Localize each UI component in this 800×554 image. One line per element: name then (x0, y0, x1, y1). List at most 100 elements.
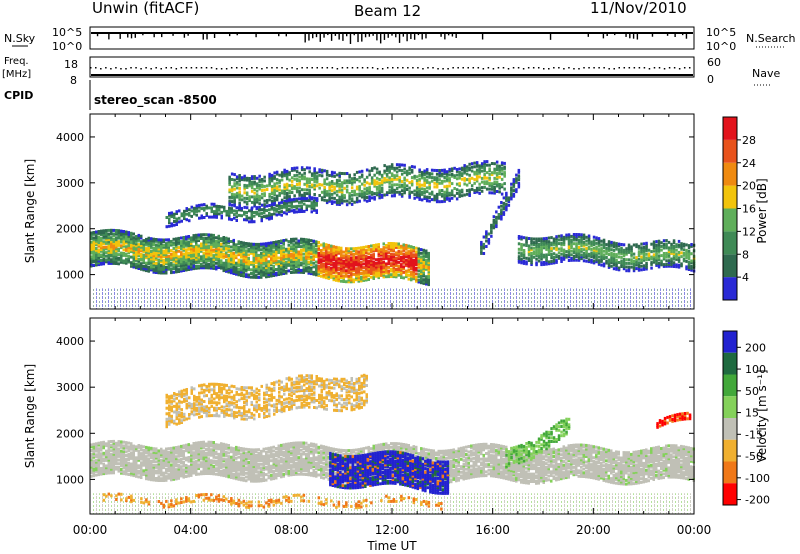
heatmap-cell (245, 191, 249, 195)
heatmap-cell (557, 251, 561, 255)
heatmap-cell (92, 245, 95, 249)
heatmap-cell (185, 244, 188, 248)
heatmap-cell (265, 214, 268, 218)
heatmap-cell (537, 250, 541, 254)
heatmap-cell (110, 460, 113, 464)
heatmap-cell (300, 168, 304, 172)
heatmap-cell (545, 253, 548, 257)
power-plot-area (90, 114, 694, 309)
heatmap-cell (517, 178, 521, 182)
heatmap-cell (97, 244, 100, 248)
heatmap-cell (403, 191, 406, 195)
heatmap-cell (347, 274, 350, 278)
heatmap-cell (95, 230, 98, 234)
heatmap-cell (565, 233, 568, 237)
heatmap-cell (242, 263, 245, 267)
heatmap-cell (637, 261, 641, 265)
heatmap-cell (370, 272, 373, 275)
heatmap-cell (120, 458, 123, 462)
heatmap-cell (218, 208, 221, 212)
heatmap-cell (587, 234, 591, 238)
heatmap-cell (657, 247, 661, 250)
heatmap-cell (275, 196, 279, 200)
heatmap-cell (415, 279, 418, 283)
heatmap-cell (192, 256, 195, 260)
heatmap-cell (285, 177, 289, 181)
heatmap-cell (332, 258, 335, 262)
heatmap-cell (338, 199, 341, 203)
heatmap-cell (440, 174, 444, 178)
heatmap-cell (387, 251, 390, 255)
heatmap-cell (245, 184, 249, 188)
heatmap-cell (280, 239, 283, 243)
heatmap-cell (362, 266, 365, 270)
heatmap-cell (190, 238, 193, 242)
heatmap-cell (127, 256, 130, 260)
heatmap-cell (303, 177, 306, 181)
heatmap-cell (200, 248, 203, 251)
heatmap-cell (245, 260, 248, 264)
heatmap-cell (332, 263, 335, 267)
heatmap-cell (137, 237, 140, 241)
heatmap-cell (223, 207, 226, 211)
heatmap-cell (422, 258, 425, 261)
heatmap-cell (323, 178, 326, 182)
heatmap-cell (195, 208, 198, 212)
heatmap-cell (263, 179, 266, 183)
heatmap-cell (338, 201, 341, 205)
heatmap-cell (575, 253, 578, 257)
heatmap-cell (127, 240, 130, 244)
heatmap-cell (132, 260, 135, 263)
heatmap-cell (247, 264, 250, 268)
heatmap-cell (117, 231, 120, 235)
heatmap-cell (170, 267, 173, 271)
heatmap-cell (285, 212, 288, 216)
heatmap-cell (367, 274, 370, 278)
heatmap-cell (298, 210, 301, 214)
freq-point (553, 67, 555, 69)
heatmap-cell (313, 207, 316, 210)
heatmap-cell (260, 251, 263, 255)
heatmap-cell (175, 223, 178, 226)
heatmap-cell (232, 264, 235, 268)
heatmap-cell (655, 245, 658, 249)
heatmap-cell (95, 243, 98, 247)
heatmap-cell (537, 259, 541, 263)
heatmap-cell (662, 246, 666, 250)
heatmap-cell (207, 253, 210, 257)
heatmap-cell (335, 247, 338, 251)
heatmap-cell (192, 250, 195, 254)
heatmap-cell (288, 204, 291, 208)
heatmap-cell (152, 270, 155, 274)
heatmap-cell (132, 263, 135, 267)
heatmap-cell (370, 268, 373, 272)
heatmap-cell (675, 257, 678, 261)
heatmap-cell (400, 252, 403, 256)
heatmap-cell (222, 261, 225, 265)
heatmap-cell (312, 258, 315, 261)
heatmap-cell (162, 240, 165, 244)
heatmap-cell (655, 240, 658, 244)
heatmap-cell (120, 260, 123, 264)
heatmap-cell (100, 231, 103, 235)
heatmap-cell (680, 251, 683, 255)
heatmap-cell (400, 246, 403, 250)
heatmap-cell (575, 236, 578, 240)
heatmap-cell (395, 264, 398, 268)
heatmap-cell (265, 269, 268, 273)
heatmap-cell (420, 176, 424, 180)
heatmap-cell (372, 245, 375, 249)
heatmap-cell (365, 265, 368, 269)
heatmap-cell (595, 238, 598, 242)
heatmap-cell (505, 195, 508, 199)
heatmap-cell (117, 249, 120, 253)
heatmap-cell (640, 248, 643, 252)
heatmap-cell (640, 242, 643, 246)
heatmap-cell (365, 175, 369, 179)
heatmap-cell (365, 262, 368, 265)
heatmap-cell (335, 271, 338, 275)
heatmap-cell (480, 164, 484, 168)
heatmap-cell (565, 250, 568, 254)
heatmap-cell (535, 241, 538, 245)
heatmap-cell (120, 444, 123, 447)
